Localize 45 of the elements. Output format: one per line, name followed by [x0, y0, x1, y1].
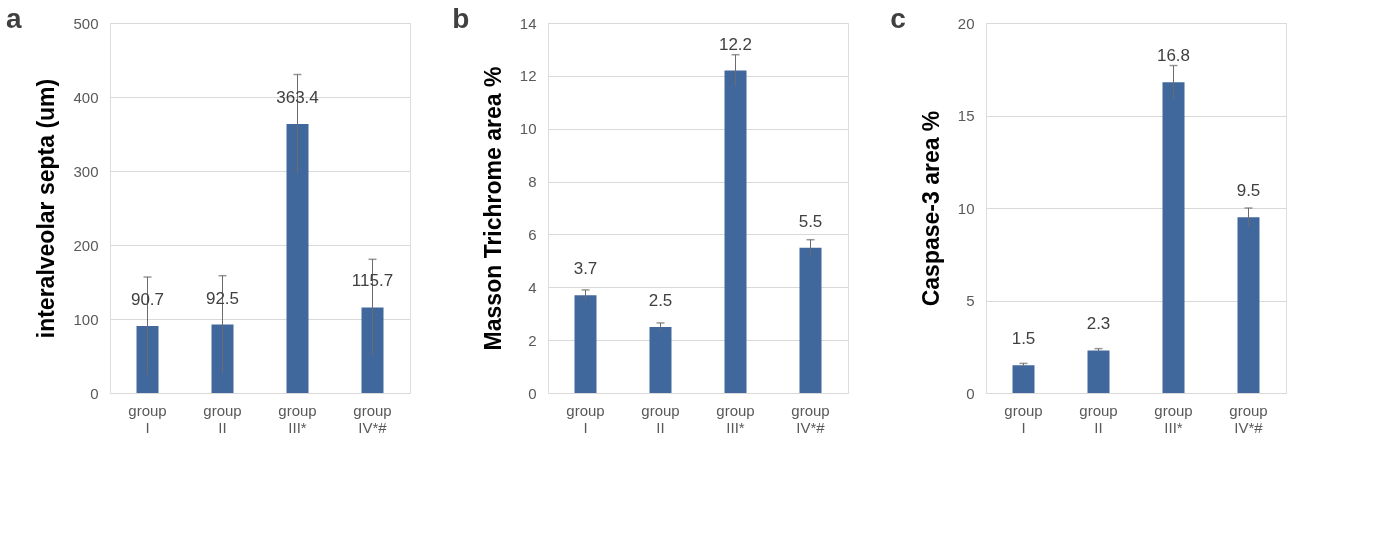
x-tick-label: group IV*# [353, 401, 392, 436]
x-tick-label: group I [566, 401, 605, 436]
y-tick-label: 12 [519, 67, 537, 85]
y-tick-label: 8 [528, 173, 537, 191]
x-tick-label: group III* [278, 401, 317, 436]
y-axis-title: interalveolar septa (um) [33, 78, 60, 339]
chart-title: a [5, 3, 22, 34]
data-label: 3.7 [573, 259, 598, 279]
data-label: 12.2 [718, 34, 753, 54]
y-tick-label: 10 [957, 199, 975, 217]
x-tick-label: group III* [716, 401, 755, 436]
y-tick-label: 10 [519, 120, 537, 138]
data-label: 2.5 [648, 290, 673, 310]
x-tick-label: group IV*# [791, 401, 830, 436]
y-tick-label: 2 [528, 331, 537, 349]
x-tick-label: group I [1004, 401, 1043, 436]
x-tick-label: group II [1079, 401, 1118, 436]
x-tick-label: group II [641, 401, 680, 436]
y-tick-label: 4 [528, 278, 537, 296]
data-label: 9.5 [1236, 181, 1261, 201]
y-tick-label: 0 [966, 384, 975, 402]
y-tick-label: 5 [966, 292, 975, 309]
data-label: 5.5 [798, 211, 823, 231]
x-tick-label: group II [203, 401, 242, 436]
y-axis-title: Caspase-3 area % [917, 110, 944, 307]
data-label: 2.3 [1086, 314, 1111, 334]
y-tick-label: 0 [528, 384, 537, 402]
y-tick-label: 15 [957, 107, 975, 124]
x-tick-label: group III* [1154, 401, 1193, 436]
y-tick-label: 300 [73, 162, 99, 180]
data-label: 1.5 [1011, 329, 1036, 349]
chart-title: c [890, 3, 906, 34]
chart-title: b [452, 3, 470, 34]
y-tick-label: 500 [73, 14, 99, 32]
y-tick-label: 0 [90, 384, 99, 402]
y-tick-label: 200 [73, 236, 99, 254]
y-tick-label: 400 [73, 88, 99, 106]
y-axis-title: Masson Trichrome area % [479, 66, 506, 351]
y-tick-label: 6 [528, 225, 537, 243]
y-tick-label: 20 [957, 14, 975, 32]
y-tick-label: 100 [73, 310, 99, 328]
y-tick-label: 14 [519, 14, 537, 32]
x-tick-label: group IV*# [1229, 401, 1268, 436]
data-label: 16.8 [1156, 46, 1191, 66]
x-tick-label: group I [128, 401, 167, 436]
